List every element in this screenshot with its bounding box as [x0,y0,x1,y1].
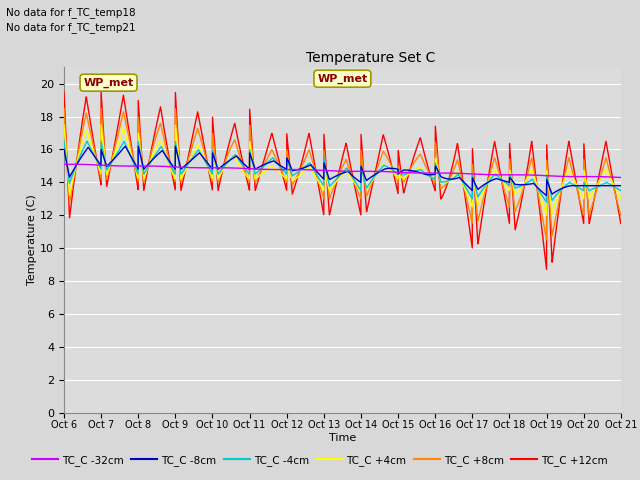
Text: No data for f_TC_temp21: No data for f_TC_temp21 [6,22,136,33]
Text: WP_met: WP_met [317,73,367,84]
Text: WP_met: WP_met [83,78,134,88]
X-axis label: Time: Time [329,433,356,443]
Legend: TC_C -32cm, TC_C -8cm, TC_C -4cm, TC_C +4cm, TC_C +8cm, TC_C +12cm: TC_C -32cm, TC_C -8cm, TC_C -4cm, TC_C +… [28,451,612,470]
Text: No data for f_TC_temp18: No data for f_TC_temp18 [6,7,136,18]
Title: Temperature Set C: Temperature Set C [305,51,435,65]
Y-axis label: Temperature (C): Temperature (C) [28,194,37,286]
